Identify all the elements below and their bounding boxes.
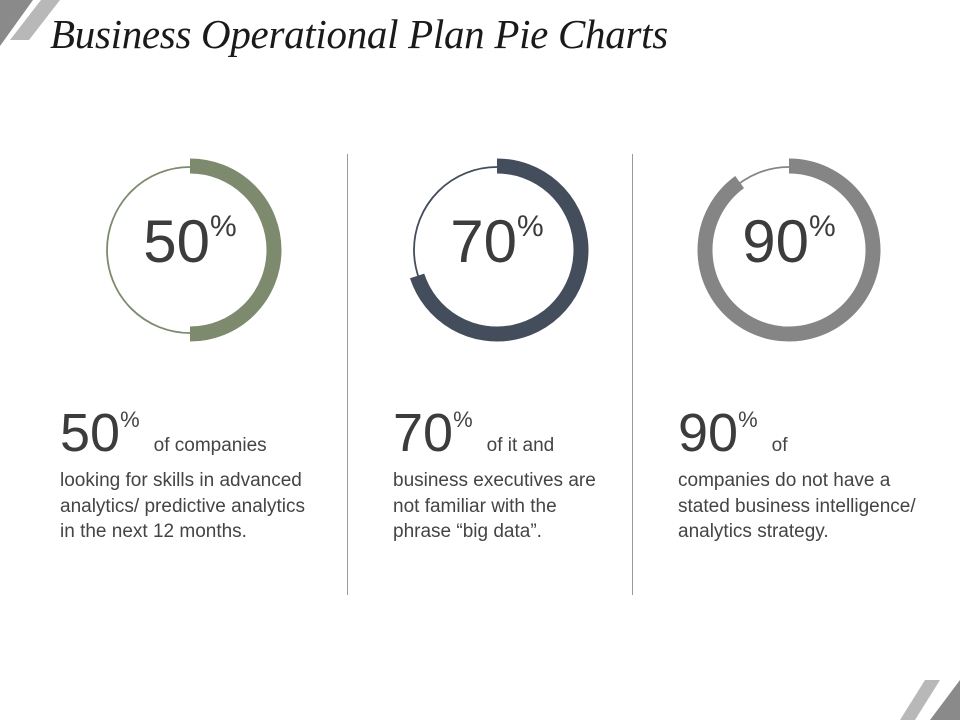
donut-value-label: 50% bbox=[90, 212, 290, 272]
column-divider bbox=[347, 154, 348, 595]
donut-unit: % bbox=[517, 210, 544, 243]
donut-value-label: 90% bbox=[689, 212, 889, 272]
stat-unit: % bbox=[453, 407, 473, 432]
stat-number: 70 bbox=[393, 403, 454, 463]
donut-chart: 90% bbox=[689, 150, 889, 350]
stat-unit: % bbox=[738, 407, 758, 432]
corner-decoration-top-left bbox=[0, 0, 60, 46]
donut-value-label: 70% bbox=[397, 212, 597, 272]
donut-chart: 70% bbox=[397, 150, 597, 350]
donut-value-arc bbox=[409, 158, 589, 342]
stat-unit: % bbox=[120, 407, 140, 432]
stat-lead-text: of bbox=[771, 435, 788, 456]
stat-description: business executives are not familiar wit… bbox=[393, 470, 596, 542]
stat-number: 90 bbox=[678, 403, 739, 463]
donut-value: 70 bbox=[450, 208, 518, 275]
stat-number: 50 bbox=[60, 403, 121, 463]
stat-block: 90% of companies do not have a stated bus… bbox=[678, 406, 918, 545]
stat-description: looking for skills in advanced analytics… bbox=[60, 470, 305, 542]
donut-value-arc bbox=[189, 158, 282, 342]
donut-unit: % bbox=[809, 210, 836, 243]
stat-description: companies do not have a stated business … bbox=[678, 470, 916, 542]
stat-block: 70% of it and business executives are not… bbox=[393, 406, 603, 545]
corner-decoration-bottom-right bbox=[900, 680, 960, 720]
donut-value: 90 bbox=[742, 208, 810, 275]
column-divider bbox=[632, 154, 633, 595]
donut-value: 50 bbox=[143, 208, 211, 275]
donut-value-arc bbox=[697, 158, 881, 342]
donut-unit: % bbox=[210, 210, 237, 243]
stat-lead-text: of companies bbox=[153, 435, 267, 456]
page-title: Business Operational Plan Pie Charts bbox=[50, 11, 668, 57]
stat-lead-text: of it and bbox=[486, 435, 555, 456]
stat-block: 50% of companies looking for skills in ad… bbox=[60, 406, 310, 545]
donut-chart: 50% bbox=[90, 150, 290, 350]
